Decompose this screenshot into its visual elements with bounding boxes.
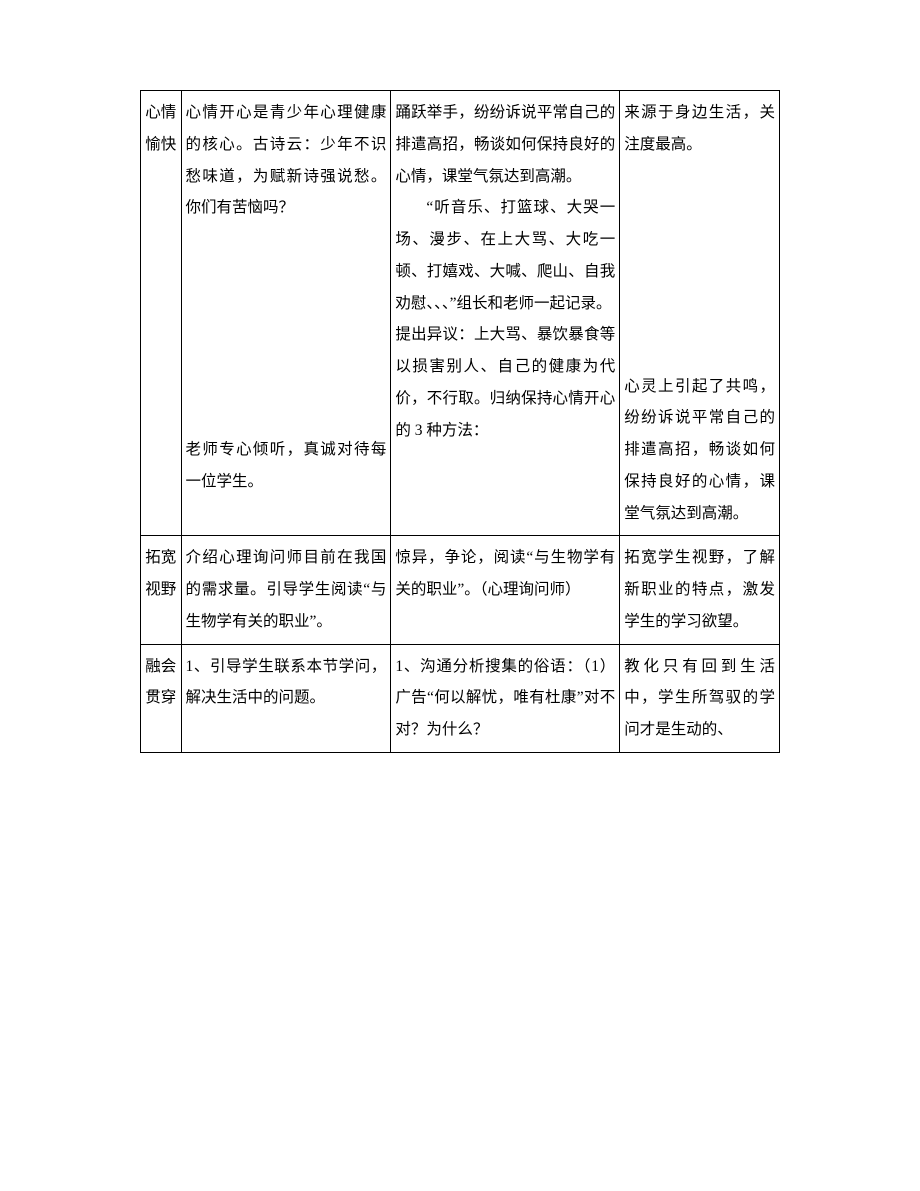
row-label-text: 融会贯穿: [143, 651, 179, 715]
cell-text: 拓宽学生视野，了解新职业的特点，激发学生的学习欲望。: [624, 549, 775, 630]
cell-text: 心灵上引起了共鸣，纷纷诉说平常自己的排遣高招，畅谈如何保持良好的心情，课堂气氛达…: [624, 371, 775, 530]
row-label-cell: 融会贯穿: [141, 644, 182, 752]
student-activity-cell: 1、沟通分析搜集的俗语：（1）广告“何以解忧，唯有杜康”对不对？为什么？: [391, 644, 620, 752]
cell-text: 提出异议：上大骂、暴饮暴食等以损害别人、自己的健康为代价，不行取。归纳保持心情开…: [395, 319, 615, 446]
cell-text: 来源于身边生活，关注度最高。: [624, 97, 775, 161]
lesson-plan-table: 心情愉快 心情开心是青少年心理健康的核心。古诗云：少年不识愁味道，为赋新诗强说愁…: [140, 90, 780, 753]
row-label-text: 拓宽视野: [143, 542, 179, 606]
document-page: 心情愉快 心情开心是青少年心理健康的核心。古诗云：少年不识愁味道，为赋新诗强说愁…: [0, 90, 920, 753]
row-label-cell: 心情愉快: [141, 91, 182, 536]
design-intent-cell: 拓宽学生视野，了解新职业的特点，激发学生的学习欲望。: [620, 536, 780, 644]
cell-text: 老师专心倾听，真诚对待每一位学生。: [186, 434, 387, 498]
cell-text: 踊跃举手，纷纷诉说平常自己的排遣高招，畅谈如何保持良好的心情，课堂气氛达到高潮。: [395, 97, 615, 192]
design-intent-cell: 教化只有回到生活中，学生所驾驭的学问才是生动的、: [620, 644, 780, 752]
cell-text: 惊异，争论，阅读“与生物学有关的职业”。（心理询问师）: [395, 549, 615, 598]
cell-text: 1、引导学生联系本节学问，解决生活中的问题。: [186, 658, 387, 707]
table-row: 融会贯穿 1、引导学生联系本节学问，解决生活中的问题。 1、沟通分析搜集的俗语：…: [141, 644, 780, 752]
cell-text: 1、沟通分析搜集的俗语：（1）广告“何以解忧，唯有杜康”对不对？为什么？: [395, 658, 615, 739]
teacher-activity-cell: 心情开心是青少年心理健康的核心。古诗云：少年不识愁味道，为赋新诗强说愁。你们有苦…: [181, 91, 391, 536]
design-intent-cell: 来源于身边生活，关注度最高。 心灵上引起了共鸣，纷纷诉说平常自己的排遣高招，畅谈…: [620, 91, 780, 536]
teacher-activity-cell: 1、引导学生联系本节学问，解决生活中的问题。: [181, 644, 391, 752]
cell-text: 心情开心是青少年心理健康的核心。古诗云：少年不识愁味道，为赋新诗强说愁。你们有苦…: [186, 97, 387, 224]
cell-text: 教化只有回到生活中，学生所驾驭的学问才是生动的、: [624, 658, 775, 739]
student-activity-cell: 踊跃举手，纷纷诉说平常自己的排遣高招，畅谈如何保持良好的心情，课堂气氛达到高潮。…: [391, 91, 620, 536]
teacher-activity-cell: 介绍心理询问师目前在我国的需求量。引导学生阅读“与生物学有关的职业”。: [181, 536, 391, 644]
row-label-cell: 拓宽视野: [141, 536, 182, 644]
table-row: 拓宽视野 介绍心理询问师目前在我国的需求量。引导学生阅读“与生物学有关的职业”。…: [141, 536, 780, 644]
student-activity-cell: 惊异，争论，阅读“与生物学有关的职业”。（心理询问师）: [391, 536, 620, 644]
row-label-text: 心情愉快: [143, 97, 179, 161]
table-row: 心情愉快 心情开心是青少年心理健康的核心。古诗云：少年不识愁味道，为赋新诗强说愁…: [141, 91, 780, 536]
cell-text: 介绍心理询问师目前在我国的需求量。引导学生阅读“与生物学有关的职业”。: [186, 549, 387, 630]
cell-text: “听音乐、打篮球、大哭一场、漫步、在上大骂、大吃一顿、打嬉戏、大喊、爬山、自我劝…: [395, 192, 615, 319]
